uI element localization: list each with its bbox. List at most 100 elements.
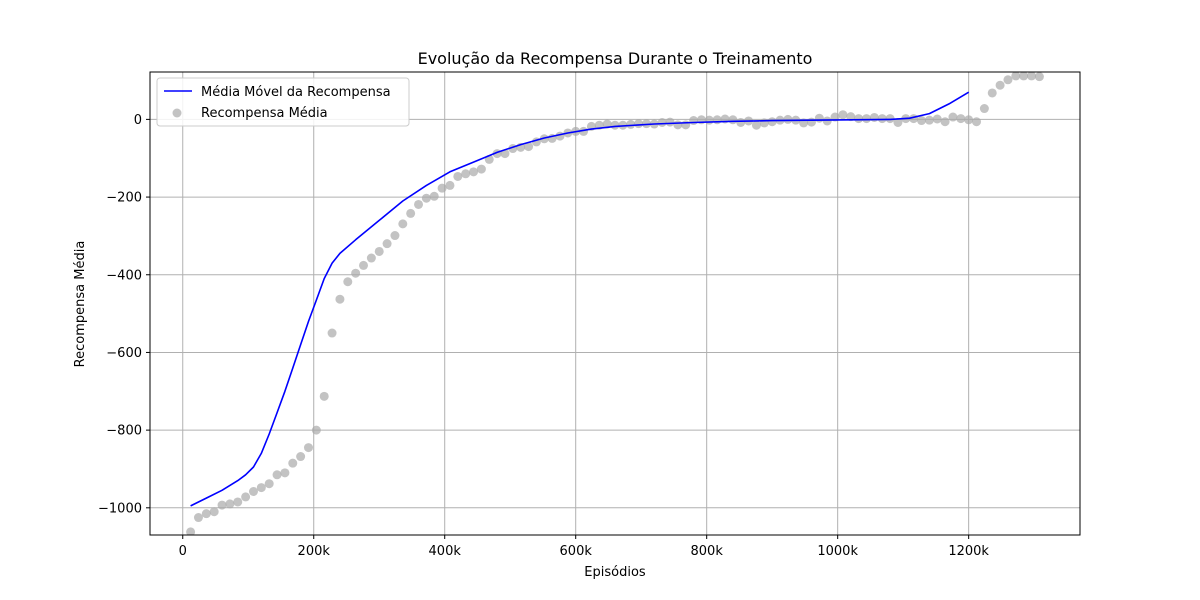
scatter-point <box>272 470 282 480</box>
scatter-point <box>861 114 871 124</box>
scatter-point <box>657 117 667 127</box>
scatter-point <box>704 115 714 125</box>
scatter-point <box>288 458 298 468</box>
scatter-point <box>869 112 879 122</box>
scatter-point <box>311 425 321 435</box>
scatter-point <box>822 116 832 126</box>
x-tick-label: 800k <box>691 544 724 559</box>
x-tick-label: 200k <box>298 544 331 559</box>
scatter-point <box>728 115 738 125</box>
scatter-point <box>854 114 864 124</box>
scatter-point <box>225 499 235 509</box>
scatter-point <box>469 167 479 177</box>
grid <box>150 72 1080 535</box>
scatter-point <box>201 509 211 519</box>
scatter-point <box>193 513 203 523</box>
y-axis-label: Recompensa Média <box>73 241 88 368</box>
scatter-point <box>681 120 691 130</box>
scatter-point <box>524 142 534 152</box>
y-tick-label: 0 <box>134 113 142 128</box>
scatter-point <box>429 191 439 201</box>
scatter-point <box>610 120 620 130</box>
scatter-point <box>736 117 746 127</box>
scatter-point <box>1034 72 1044 82</box>
x-axis-label: Episódios <box>584 565 646 580</box>
x-tick-label: 1000k <box>817 544 858 559</box>
legend-dot-swatch <box>172 108 182 118</box>
scatter-point <box>673 120 683 130</box>
scatter-point <box>626 119 636 129</box>
scatter-point <box>406 208 416 218</box>
scatter-point <box>390 231 400 241</box>
scatter-point <box>359 260 369 270</box>
scatter-point <box>209 507 219 517</box>
scatter-point <box>343 277 353 287</box>
scatter-point <box>256 483 266 493</box>
y-tick-label: −1000 <box>98 501 142 516</box>
scatter-point <box>964 115 974 125</box>
scatter-point <box>437 183 447 193</box>
scatter-point <box>241 492 251 502</box>
plot-frame <box>149 71 1081 536</box>
chart-title: Evolução da Recompensa Durante o Treinam… <box>418 49 813 68</box>
x-tick-label: 600k <box>560 544 593 559</box>
scatter-point <box>264 479 274 489</box>
scatter-point <box>414 199 424 209</box>
scatter-point <box>846 112 856 122</box>
scatter-point <box>366 253 376 263</box>
scatter-point <box>751 120 761 130</box>
scatter-point <box>374 246 384 256</box>
scatter-point <box>280 468 290 478</box>
scatter-point <box>186 527 196 535</box>
legend-entry-average-reward: Recompensa Média <box>201 106 328 121</box>
scatter-point <box>979 104 989 114</box>
scatter-point <box>421 193 431 203</box>
legend-entry-moving-average: Média Móvel da Recompensa <box>201 85 391 100</box>
x-tick-label: 1200k <box>948 544 989 559</box>
scatter-point <box>924 115 934 125</box>
scatter-point <box>398 219 408 229</box>
scatter-point <box>987 88 997 98</box>
scatter-point <box>335 294 345 304</box>
scatter-point <box>712 115 722 125</box>
scatter-point <box>217 500 227 510</box>
scatter-point <box>641 119 651 129</box>
scatter-point <box>303 443 313 453</box>
scatter-point <box>453 171 463 181</box>
scatter-point <box>445 180 455 190</box>
x-tick-label: 0 <box>179 544 187 559</box>
scatter-point <box>689 116 699 126</box>
scatter-point <box>665 117 675 127</box>
scatter-point <box>995 80 1005 90</box>
y-tick-label: −400 <box>106 268 142 283</box>
scatter-point <box>461 169 471 179</box>
scatter-point <box>877 114 887 124</box>
y-tick-label: −600 <box>106 346 142 361</box>
scatter-point <box>806 117 816 127</box>
scatter-point <box>893 117 903 127</box>
scatter-point <box>956 114 966 124</box>
scatter-point <box>476 164 486 174</box>
scatter-point <box>351 268 361 278</box>
y-axis-ticks: −1000 −800 −600 −400 −200 0 <box>98 113 150 516</box>
scatter-point <box>767 117 777 127</box>
scatter-point <box>233 497 243 507</box>
legend-box <box>156 77 410 127</box>
scatter-point <box>814 113 824 123</box>
scatter-point <box>319 391 329 401</box>
scatter-point <box>1003 75 1013 85</box>
moving-average-line <box>190 91 970 507</box>
scatter-point <box>838 110 848 120</box>
scatter-point <box>972 117 982 127</box>
legend: Média Móvel da Recompensa Recompensa Méd… <box>156 77 410 127</box>
scatter-point <box>296 452 306 462</box>
scatter-point <box>917 116 927 126</box>
scatter-point <box>327 328 337 338</box>
scatter-point <box>382 239 392 249</box>
scatter-point <box>759 118 769 128</box>
scatter-point <box>948 112 958 122</box>
x-tick-label: 400k <box>429 544 462 559</box>
y-tick-label: −200 <box>106 191 142 206</box>
scatter-point <box>940 117 950 127</box>
